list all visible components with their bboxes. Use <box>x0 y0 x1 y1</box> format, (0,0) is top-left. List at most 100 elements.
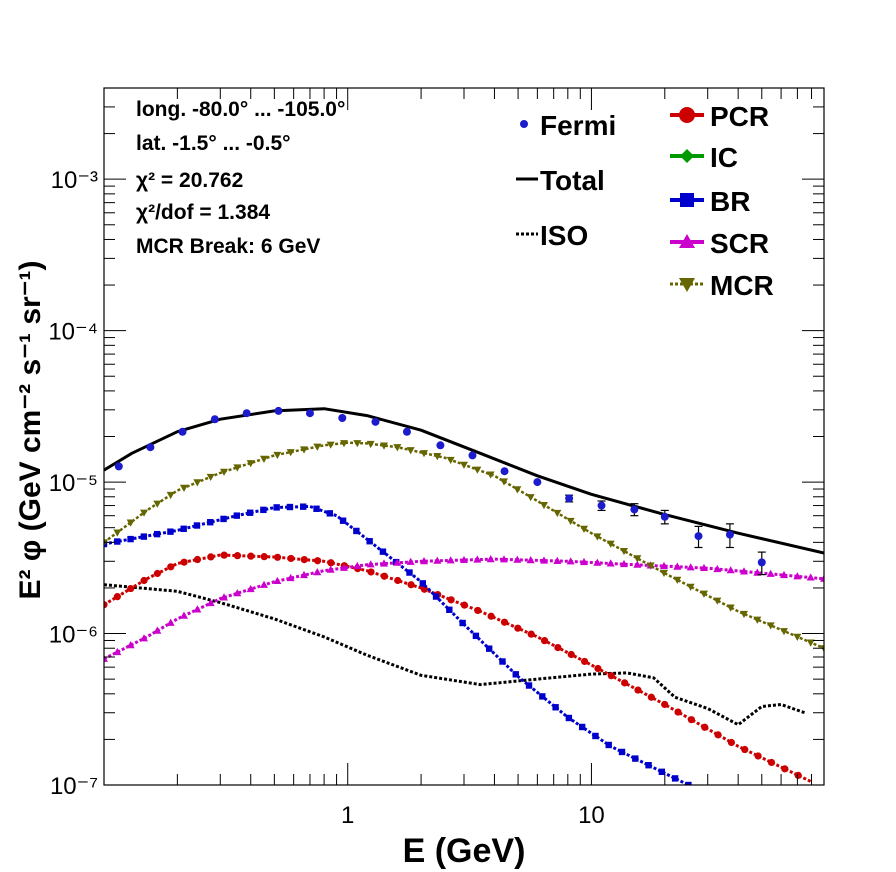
info-chi2-dof: χ²/dof = 1.384 <box>136 201 270 224</box>
series-pcr-marker <box>727 738 736 747</box>
series-pcr-marker <box>701 723 709 731</box>
series-scr-marker <box>486 555 495 563</box>
fermi-data-point <box>242 409 251 418</box>
legend-br-label: BR <box>710 186 750 217</box>
series-pcr-marker <box>754 752 762 760</box>
series-pcr-marker <box>167 563 175 571</box>
series-scr-marker <box>353 561 362 570</box>
series-pcr-marker <box>714 731 722 739</box>
series-pcr-marker <box>300 555 308 564</box>
y-tick-label: 10⁻⁷ <box>50 773 98 800</box>
series-pcr-marker <box>554 643 562 652</box>
series-mcr-marker <box>593 533 602 541</box>
series-scr-marker <box>433 556 442 564</box>
series-scr-marker <box>246 584 255 593</box>
series-mcr-marker <box>220 468 228 476</box>
series-pcr-marker <box>140 576 148 585</box>
series-pcr-marker <box>794 771 802 779</box>
series-mcr-marker <box>273 451 282 460</box>
series-scr-marker <box>580 557 588 566</box>
fermi-data-point <box>725 530 734 539</box>
series-mcr-marker <box>153 500 162 508</box>
series-scr-marker <box>753 568 762 576</box>
series-br-marker <box>180 525 187 533</box>
series-br-marker <box>300 503 307 510</box>
series-pcr-marker <box>474 606 482 615</box>
fermi-data-point <box>146 443 155 452</box>
fermi-data-point <box>533 478 542 487</box>
legend-scr-label: SCR <box>710 228 769 259</box>
series-br-marker <box>605 741 612 749</box>
series-scr-marker <box>393 558 402 566</box>
series-scr-marker <box>606 559 615 567</box>
series-br-marker <box>286 503 294 511</box>
series-mcr-marker <box>366 440 375 449</box>
fermi-data-point <box>178 427 187 436</box>
series-pcr-marker <box>767 758 776 767</box>
series-br-marker <box>246 509 254 516</box>
legend-br-marker <box>680 193 694 207</box>
fermi-data-point <box>468 451 477 460</box>
legend-iso-label: ISO <box>540 220 588 251</box>
series-scr-marker <box>793 572 802 580</box>
series-br-marker <box>592 732 599 740</box>
fermi-data-point <box>565 494 574 503</box>
series-pcr-marker <box>674 708 682 716</box>
series-br-marker <box>260 506 267 514</box>
legend-ic-marker <box>680 149 694 163</box>
series-scr-marker <box>193 605 202 613</box>
series-pcr-marker <box>580 657 589 666</box>
series-pcr-marker <box>447 596 455 604</box>
series-scr-marker <box>380 559 388 567</box>
series-mcr-marker <box>700 590 708 598</box>
fermi-data-point <box>694 532 703 541</box>
series-iso-line <box>104 583 806 727</box>
series-mcr-marker <box>113 529 122 537</box>
series-scr-marker <box>180 611 188 619</box>
series-mcr-marker <box>260 455 268 463</box>
fermi-data-point <box>114 462 123 471</box>
series-pcr-marker <box>407 581 415 589</box>
series-br-marker <box>539 693 546 700</box>
info-chi2: χ² = 20.762 <box>136 169 243 192</box>
fermi-data-point <box>371 417 380 426</box>
series-scr-marker <box>286 573 295 582</box>
series-scr-line <box>104 557 824 661</box>
series-mcr-marker <box>313 443 322 451</box>
legend-fermi-marker <box>520 120 528 128</box>
series-mcr-marker <box>526 494 535 502</box>
series-br-marker <box>104 540 108 548</box>
series-pcr-marker <box>313 557 322 565</box>
series-br-marker <box>339 517 347 524</box>
series-scr-marker <box>540 556 548 564</box>
series-mcr-marker <box>433 453 442 461</box>
series-pcr-marker <box>527 630 535 638</box>
series-mcr-marker <box>673 576 682 584</box>
series-br-marker <box>578 723 586 731</box>
series-br-marker <box>127 535 134 543</box>
fermi-data-point <box>597 501 606 510</box>
series-mcr-marker <box>393 444 402 452</box>
info-mcr-break: MCR Break: 6 GeV <box>136 235 320 258</box>
series-pcr-marker <box>487 612 495 620</box>
series-pcr-marker <box>634 686 642 694</box>
fermi-data-point <box>630 505 639 514</box>
series-mcr-marker <box>340 440 348 448</box>
series-pcr-marker <box>104 601 108 609</box>
series-pcr-marker <box>327 559 335 567</box>
series-mcr-marker <box>206 473 215 482</box>
series-br-marker <box>565 714 573 722</box>
series-mcr-marker <box>486 471 495 479</box>
series-mcr-marker <box>713 597 722 605</box>
y-tick-label: 10⁻⁵ <box>49 470 98 497</box>
series-mcr-marker <box>180 484 188 492</box>
series-pcr-marker <box>394 576 402 585</box>
series-mcr-marker <box>580 525 588 533</box>
series-scr-marker <box>686 563 695 571</box>
series-br-marker <box>632 755 639 762</box>
series-br-marker <box>273 504 280 511</box>
series-mcr-marker <box>606 540 615 548</box>
series-br-marker <box>419 580 426 587</box>
series-br-marker <box>193 522 201 529</box>
series-mcr-marker <box>660 569 668 578</box>
